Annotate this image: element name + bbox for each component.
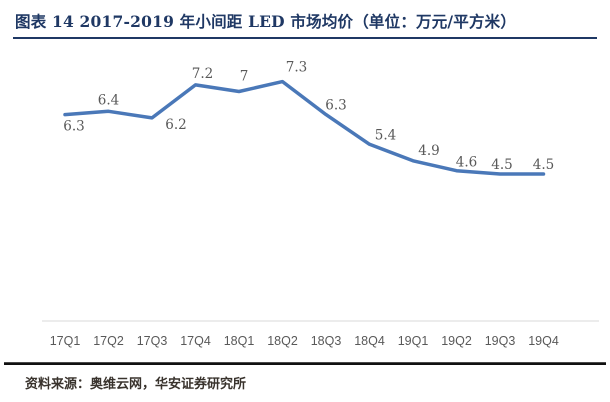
x-axis-tick-label: 18Q3 (311, 334, 342, 348)
footer-divider (4, 362, 606, 365)
data-point-label: 6.4 (98, 92, 119, 108)
data-point-label: 7 (240, 69, 249, 85)
x-axis-tick-label: 17Q3 (137, 334, 168, 348)
data-point-label: 4.5 (533, 157, 554, 173)
data-point-label: 4.5 (491, 157, 512, 173)
x-axis-tick-label: 18Q2 (267, 334, 298, 348)
data-point-label: 6.3 (325, 98, 346, 114)
data-point-label: 5.4 (375, 127, 396, 143)
x-axis-tick-label: 18Q4 (354, 334, 385, 348)
price-line (63, 79, 546, 176)
x-axis-tick-label: 19Q1 (398, 334, 429, 348)
figure-source: 资料来源：奥维云网，华安证券研究所 (25, 377, 247, 392)
x-axis-tick-label: 17Q1 (50, 334, 81, 348)
x-axis-tick-label: 17Q2 (93, 334, 124, 348)
x-axis-tick-label: 19Q4 (528, 334, 559, 348)
x-axis-tick-label: 19Q2 (441, 334, 472, 348)
data-point-label: 4.6 (456, 155, 477, 171)
figure-header: 图表 14 2017-2019 年小间距 LED 市场均价（单位：万元/平方米） (13, 8, 597, 39)
figure-title: 图表 14 2017-2019 年小间距 LED 市场均价（单位：万元/平方米） (15, 12, 517, 31)
x-axis-tick-labels: 17Q1 17Q2 17Q3 17Q4 18Q1 18Q2 18Q3 18Q4 19Q1 19Q2… (50, 334, 559, 348)
data-point-label: 7.3 (286, 60, 307, 76)
x-axis-tick-label: 18Q1 (224, 334, 255, 348)
data-point-label: 6.2 (165, 117, 186, 133)
data-point-label: 7.2 (192, 66, 213, 82)
data-point-label: 6.3 (63, 119, 84, 135)
price-line-series (63, 79, 546, 176)
x-axis-tick-label: 19Q3 (485, 334, 516, 348)
data-point-label: 4.9 (418, 143, 439, 159)
data-labels: 6.3 6.4 6.2 7.2 7 7.3 6.3 5.4 4.9 4.6 4.5 4.5 (63, 60, 554, 173)
x-axis-tick-label: 17Q4 (180, 334, 211, 348)
